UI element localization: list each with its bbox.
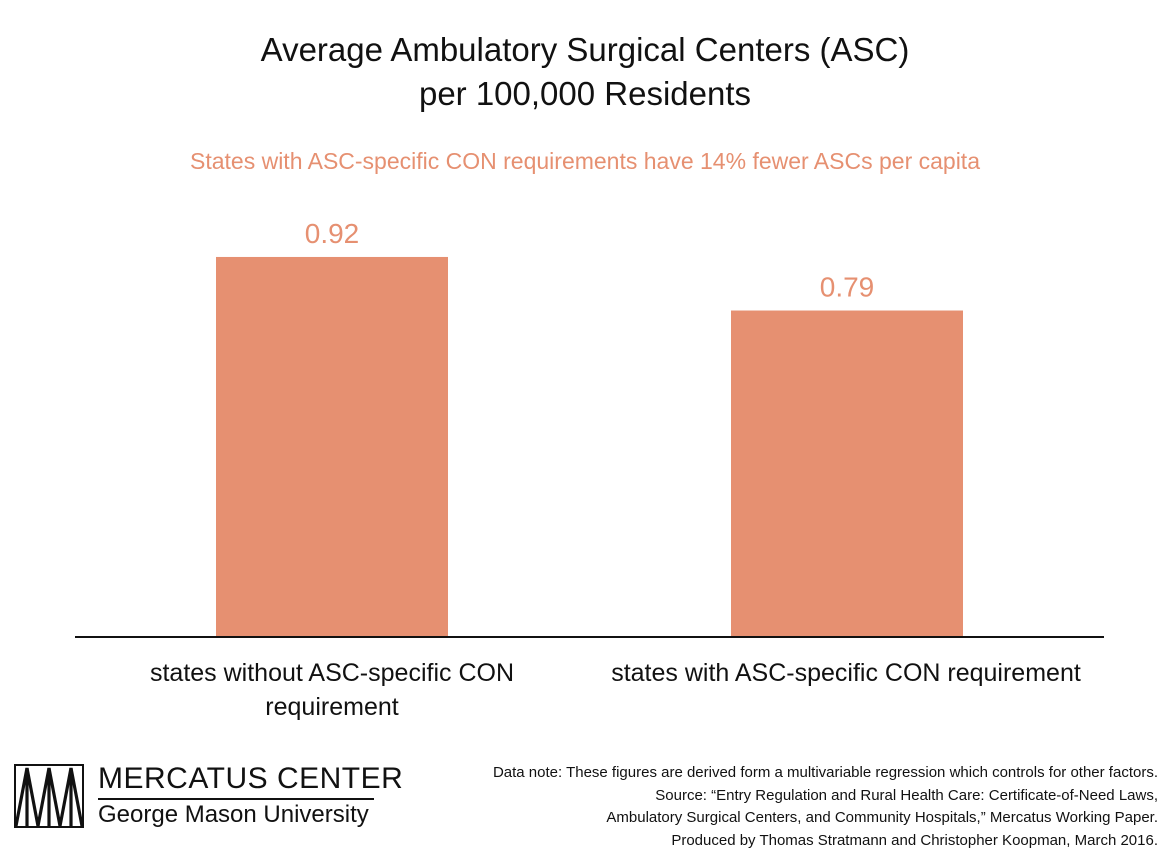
bar-with-con: [731, 310, 963, 636]
source-line: Source: “Entry Regulation and Rural Heal…: [655, 786, 1158, 804]
logo-university: George Mason University: [98, 801, 369, 828]
chart-subtitle: States with ASC-specific CON requirement…: [189, 148, 980, 174]
x-tick-label-line: states with ASC-specific CON requirement: [611, 659, 1081, 687]
chart-title-line-2: per 100,000 Residents: [418, 75, 752, 112]
source-notes: Data note: These figures are derived for…: [378, 762, 1158, 852]
x-tick-label-without-con: states without ASC-specific CON requirem…: [112, 656, 552, 724]
x-tick-label-line: requirement: [265, 693, 399, 721]
mercatus-logo: MERCATUS CENTER George Mason University: [14, 762, 403, 832]
mercatus-logo-icon: [14, 764, 84, 828]
credit-line: Produced by Thomas Stratmann and Christo…: [671, 831, 1158, 849]
x-tick-label-line: states without ASC-specific CON: [149, 659, 514, 687]
data-label-without-con: 0.92: [305, 218, 360, 249]
x-tick-label-with-con: states with ASC-specific CON requirement: [576, 656, 1116, 690]
logo-org-name: MERCATUS CENTER: [98, 762, 404, 795]
data-label-with-con: 0.79: [820, 272, 875, 303]
data-note: Data note: These figures are derived for…: [492, 764, 1158, 781]
source-line: Ambulatory Surgical Centers, and Communi…: [606, 809, 1158, 826]
logo-divider: [98, 798, 374, 800]
chart-title-line-1: Average Ambulatory Surgical Centers (ASC…: [260, 31, 910, 68]
bar-without-con: [216, 256, 448, 636]
